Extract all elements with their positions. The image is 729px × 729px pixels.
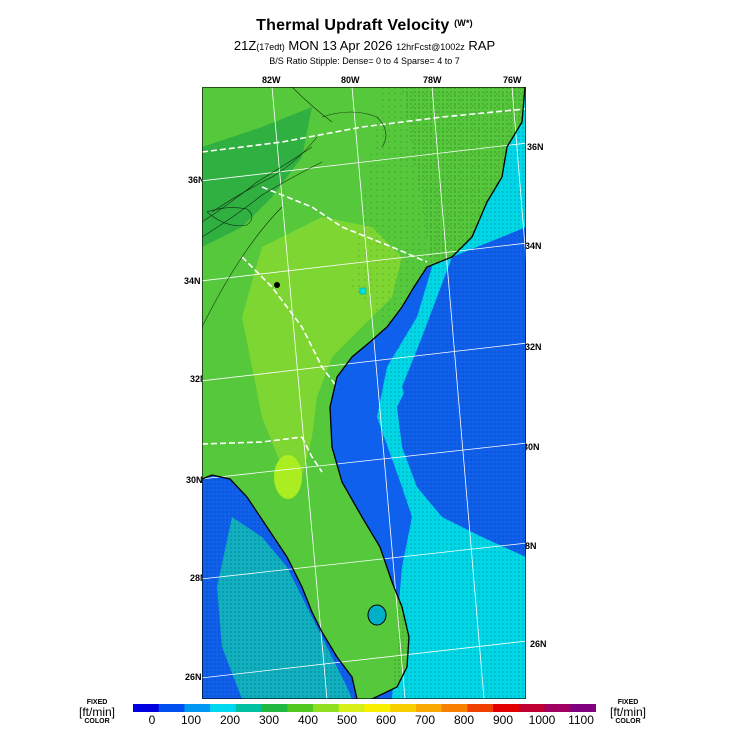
lat-label-left-36n: 36N [188,175,205,185]
colorbar-tick-label: 100 [180,713,202,727]
colorbar-right-color: COLOR [615,718,641,725]
lat-label-right-34n: 34N [525,241,542,251]
colorbar-swatch [467,704,494,712]
colorbar-tick-label: 400 [297,713,319,727]
state-borders [202,108,526,473]
colorbar-swatch [184,704,211,712]
subtitle-time: 21Z [233,38,257,53]
lon-label-76w: 76W [503,75,522,85]
colorbar-tick-label: 600 [375,713,397,727]
colorbar-tick-label: 700 [414,713,436,727]
colorbar-tick-label: 0 [148,713,156,727]
lat-label-right-28n: 28N [520,541,537,551]
colorbar-left-label: FIXED [ft/min] COLOR [67,699,127,725]
colorbar-tick-label: 1000 [528,713,556,727]
subtitle-date: MON 13 Apr 2026 [288,38,393,53]
stipple-dense-gulf [202,475,357,699]
subtitle-forecast: 12hrFcst@1002z [396,42,465,52]
lon-label-80w: 80W [341,75,360,85]
subtitle-local-time: (17edt) [256,42,285,52]
cyan-spot [359,287,367,295]
atlantic-coastline [329,87,526,699]
colorbar-swatch [364,704,391,712]
title-units: (W*) [454,18,473,28]
colorbar-swatch [544,704,571,712]
updraft-map [202,87,526,699]
colorbar-tick-label: 200 [219,713,241,727]
chart-title: Thermal Updraft Velocity (W*) [0,17,729,35]
colorbar [133,704,596,712]
colorbar-swatch [158,704,185,712]
colorbar-swatch [235,704,263,712]
colorbar-swatch [287,704,314,712]
lon-label-82w: 82W [262,75,281,85]
colorbar-swatch [338,704,365,712]
title-text: Thermal Updraft Velocity [256,17,450,34]
colorbar-right-units: [ft/min] [609,705,646,719]
colorbar-tick-label: 900 [492,713,514,727]
colorbar-swatch [518,704,546,712]
colorbar-tick-label: 1100 [568,713,594,727]
colorbar-swatch [570,704,596,712]
lat-label-left-30n: 30N [186,475,203,485]
terrain-contours [202,87,387,328]
colorbar-swatch [133,704,160,712]
subtitle: 21Z(17edt) MON 13 Apr 2026 12hrFcst@1002… [0,38,729,53]
colorbar-left-fixed: FIXED [86,699,108,706]
map-frame [202,87,526,699]
lake-marker [274,282,280,288]
colorbar-swatch [441,704,468,712]
colorbar-tick-label: 500 [336,713,358,727]
colorbar-right-fixed: FIXED [617,699,639,706]
colorbar-swatch [493,704,520,712]
stipple-sparse-coastal-plain [352,87,525,327]
lat-label-right-32n: 32N [525,342,542,352]
lat-label-right-30n: 30N [523,442,540,452]
lon-label-78w: 78W [423,75,442,85]
colorbar-left-color: COLOR [84,718,110,725]
lat-label-left-32n: 32N [190,374,207,384]
colorbar-right-label: FIXED [ft/min] COLOR [598,699,658,725]
stipple-note: B/S Ratio Stipple: Dense= 0 to 4 Sparse=… [269,56,460,66]
updraft-maximum [274,455,302,499]
colorbar-swatch [390,704,417,712]
stipple-dense-ocean [377,87,526,699]
lake-okeechobee [367,604,387,626]
subtitle-model: RAP [468,38,496,53]
colorbar-tick-label: 300 [258,713,280,727]
lat-label-right-26n: 26N [530,639,547,649]
colorbar-swatch [313,704,340,712]
gulf-coastline [202,474,358,699]
colorbar-swatch [210,704,237,712]
colorbar-tick-label: 800 [453,713,475,727]
lat-lon-grid [202,87,526,699]
lat-label-right-36n: 36N [527,142,544,152]
lat-label-left-26n: 26N [185,672,202,682]
colorbar-left-units: [ft/min] [78,705,115,719]
colorbar-swatch [261,704,288,712]
colorbar-swatch [415,704,443,712]
lat-label-left-34n: 34N [184,276,201,286]
lat-label-left-28n: 28N [190,573,207,583]
